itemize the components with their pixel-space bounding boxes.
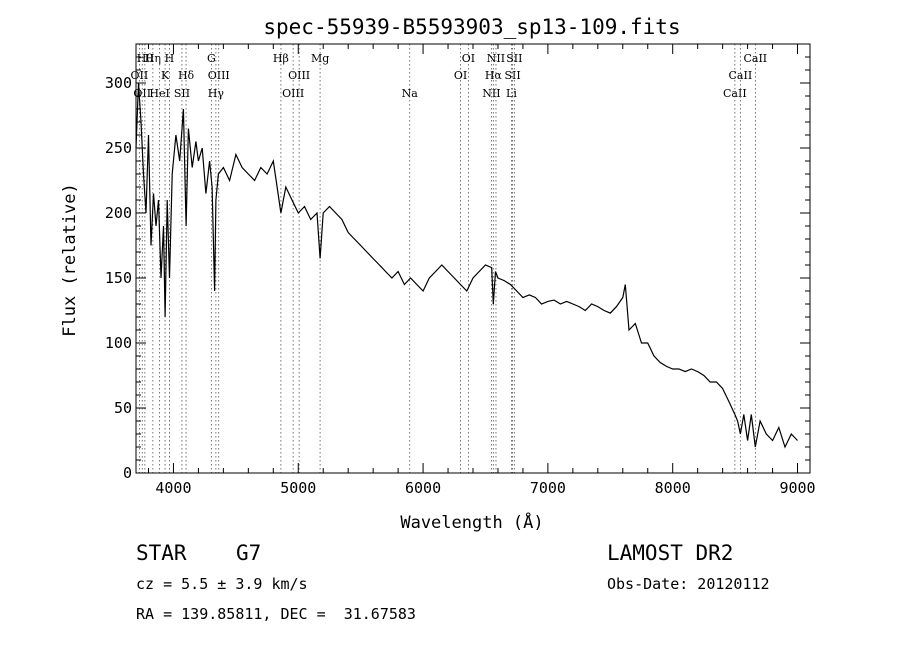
line-marker-label: OII (131, 69, 149, 82)
coordinates: RA = 139.85811, DEC = 31.67583 (136, 605, 416, 623)
line-marker-label: OIII (288, 69, 310, 82)
line-markers: OIIOIIHθHηHeIKHSIIHδGHγOIIIHβOIIIOIIIMgN… (131, 44, 767, 473)
line-marker-label: OI (454, 69, 467, 82)
line-marker-label: H (165, 52, 175, 65)
survey-name: LAMOST DR2 (607, 541, 734, 565)
line-marker-label: K (161, 69, 170, 82)
line-marker-label: SII (504, 69, 520, 82)
line-marker-label: Na (402, 87, 419, 100)
line-marker-label: Li (506, 87, 517, 100)
axes: 4000 5000 6000 7000 8000 9000 0 50 100 150 200 250 3… (105, 44, 816, 497)
y-tick-label: 250 (105, 139, 132, 157)
x-axis-label: Wavelength (Å) (400, 511, 543, 533)
object-subclass: G7 (236, 541, 262, 565)
line-marker-label: NII (482, 87, 500, 100)
line-marker-label: OIII (208, 69, 230, 82)
plot-frame (135, 43, 811, 474)
line-marker-label: SII (174, 87, 190, 100)
line-marker-label: NII (487, 52, 505, 65)
y-axis-label: Flux (relative) (60, 183, 80, 337)
object-class: STAR (136, 541, 187, 565)
y-tick-label: 150 (105, 269, 132, 287)
x-tick-label: 9000 (779, 479, 815, 497)
y-tick-label: 50 (114, 399, 132, 417)
line-marker-label: OIII (282, 87, 304, 100)
redshift-velocity: cz = 5.5 ± 3.9 km/s (136, 575, 308, 593)
line-marker-label: OI (462, 52, 475, 65)
x-tick-label: 4000 (155, 479, 191, 497)
x-tick-label: 7000 (530, 479, 566, 497)
y-tick-label: 0 (123, 464, 132, 482)
x-tick-label: 8000 (655, 479, 691, 497)
x-tick-label: 6000 (405, 479, 441, 497)
line-marker-label: CaII (743, 52, 767, 65)
line-marker-label: Hα (485, 69, 503, 82)
line-marker-label: Hη (145, 52, 161, 65)
line-marker-label: G (207, 52, 216, 65)
line-marker-label: Hγ (208, 87, 225, 100)
y-tick-label: 100 (105, 334, 132, 352)
line-marker-label: CaII (723, 87, 747, 100)
y-tick-label: 200 (105, 204, 132, 222)
line-marker-label: SII (506, 52, 522, 65)
x-tick-label: 5000 (280, 479, 316, 497)
chart-title: spec-55939-B5593903_sp13-109.fits (263, 15, 680, 39)
line-marker-label: Hθ (137, 52, 154, 65)
y-tick-label: 300 (105, 74, 132, 92)
line-marker-label: Hδ (178, 69, 195, 82)
line-marker-label: Mg (311, 52, 329, 65)
line-marker-label: HeI (149, 87, 169, 100)
spectrum-series-line (135, 82, 798, 449)
line-marker-label: CaII (729, 69, 753, 82)
line-marker-label: Hβ (273, 52, 289, 65)
observation-date: Obs-Date: 20120112 (607, 575, 770, 593)
